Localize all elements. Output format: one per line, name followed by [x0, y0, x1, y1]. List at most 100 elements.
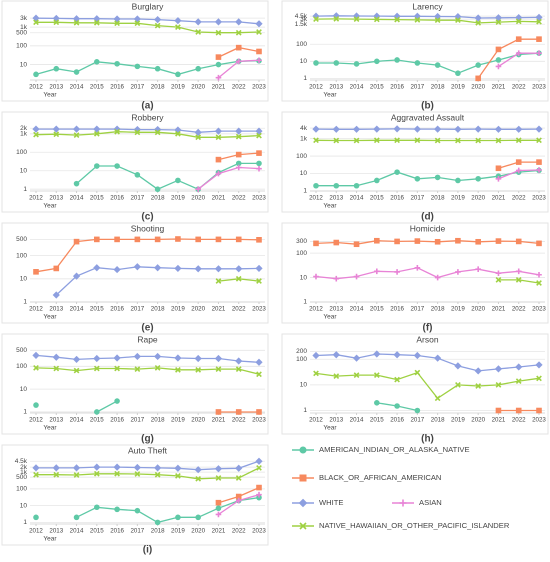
marker	[537, 241, 542, 246]
marker	[74, 70, 79, 75]
marker	[34, 403, 39, 408]
x-tick-label: 2022	[232, 417, 246, 424]
legend: AMERICAN_INDIAN_OR_ALASKA_NATIVEBLACK_OR…	[292, 445, 510, 530]
x-tick-label: 2016	[110, 528, 124, 535]
x-tick-label: 2019	[171, 528, 185, 535]
x-tick-label: 2018	[151, 528, 165, 535]
x-tick-label: 2018	[151, 84, 165, 91]
marker	[435, 275, 441, 281]
panel-caption: (i)	[143, 545, 152, 556]
x-tick-label: 2013	[329, 84, 343, 91]
marker	[216, 128, 222, 134]
marker	[195, 356, 201, 362]
x-tick-label: 2014	[350, 417, 364, 424]
x-tick-label: 2012	[29, 417, 43, 424]
marker	[257, 238, 262, 243]
marker	[33, 465, 39, 471]
marker	[74, 126, 80, 132]
y-tick-label: 100	[16, 149, 27, 156]
marker	[135, 508, 140, 513]
marker	[34, 72, 39, 77]
marker	[455, 269, 461, 275]
marker	[537, 408, 542, 413]
panel-caption: (b)	[421, 101, 434, 112]
chart-title: Larency	[412, 1, 443, 11]
y-tick-label: 10	[300, 274, 308, 281]
marker	[216, 157, 221, 162]
marker	[53, 354, 59, 360]
marker	[216, 506, 221, 511]
x-tick-label: 2021	[212, 528, 226, 535]
x-tick-label: 2018	[151, 195, 165, 202]
x-tick-label: 2023	[252, 306, 266, 313]
x-axis-label: Year	[43, 536, 57, 543]
marker	[195, 266, 201, 272]
y-tick-label: 10	[300, 170, 308, 177]
x-tick-label: 2023	[252, 195, 266, 202]
x-tick-label: 2018	[431, 306, 445, 313]
x-tick-label: 2021	[492, 84, 506, 91]
x-tick-label: 2022	[232, 195, 246, 202]
marker	[395, 170, 400, 175]
y-tick-label: 1	[303, 75, 307, 82]
series-line	[316, 171, 539, 186]
marker	[375, 400, 380, 405]
marker	[216, 19, 222, 25]
marker	[257, 410, 262, 415]
x-tick-label: 2019	[451, 84, 465, 91]
series-line	[36, 461, 259, 470]
marker	[155, 66, 160, 71]
y-tick-label: 1k	[300, 135, 308, 142]
x-tick-label: 2013	[329, 417, 343, 424]
y-tick-label: 10	[300, 58, 308, 65]
y-tick-label: 1	[23, 186, 27, 193]
marker	[135, 173, 140, 178]
y-tick-label: 500	[16, 347, 27, 354]
x-tick-label: 2014	[350, 306, 364, 313]
marker	[74, 239, 79, 244]
marker	[354, 242, 359, 247]
marker	[415, 61, 420, 66]
x-tick-label: 2018	[431, 84, 445, 91]
marker	[536, 362, 542, 368]
marker	[415, 408, 420, 413]
marker	[435, 239, 440, 244]
chart-title: Arson	[416, 334, 438, 344]
y-tick-label: 100	[16, 486, 27, 493]
x-tick-label: 2014	[70, 528, 84, 535]
marker	[394, 126, 400, 132]
marker	[135, 64, 140, 69]
marker	[496, 47, 501, 52]
marker	[333, 126, 339, 132]
x-tick-label: 2023	[252, 84, 266, 91]
x-tick-label: 2012	[29, 195, 43, 202]
x-tick-label: 2017	[130, 417, 144, 424]
marker	[115, 237, 120, 242]
marker	[196, 237, 201, 242]
marker	[536, 126, 542, 132]
marker	[257, 151, 262, 156]
marker	[415, 176, 420, 181]
chart-title: Homicide	[410, 223, 446, 233]
x-tick-label: 2020	[471, 417, 485, 424]
chart-title: Aggravated Assault	[391, 112, 465, 122]
legend-marker	[300, 447, 306, 453]
x-axis-label: Year	[323, 203, 337, 210]
y-tick-label: 500	[16, 29, 27, 36]
y-tick-label: 100	[16, 43, 27, 50]
marker	[333, 276, 339, 282]
x-tick-label: 2018	[431, 195, 445, 202]
chart-title: Auto Theft	[128, 445, 168, 455]
x-tick-label: 2020	[471, 306, 485, 313]
marker	[155, 354, 161, 360]
x-axis-label: Year	[323, 425, 337, 432]
marker	[236, 45, 241, 50]
x-tick-label: 2012	[29, 528, 43, 535]
marker	[414, 126, 420, 132]
x-axis-label: Year	[43, 203, 57, 210]
x-tick-label: 2014	[350, 195, 364, 202]
